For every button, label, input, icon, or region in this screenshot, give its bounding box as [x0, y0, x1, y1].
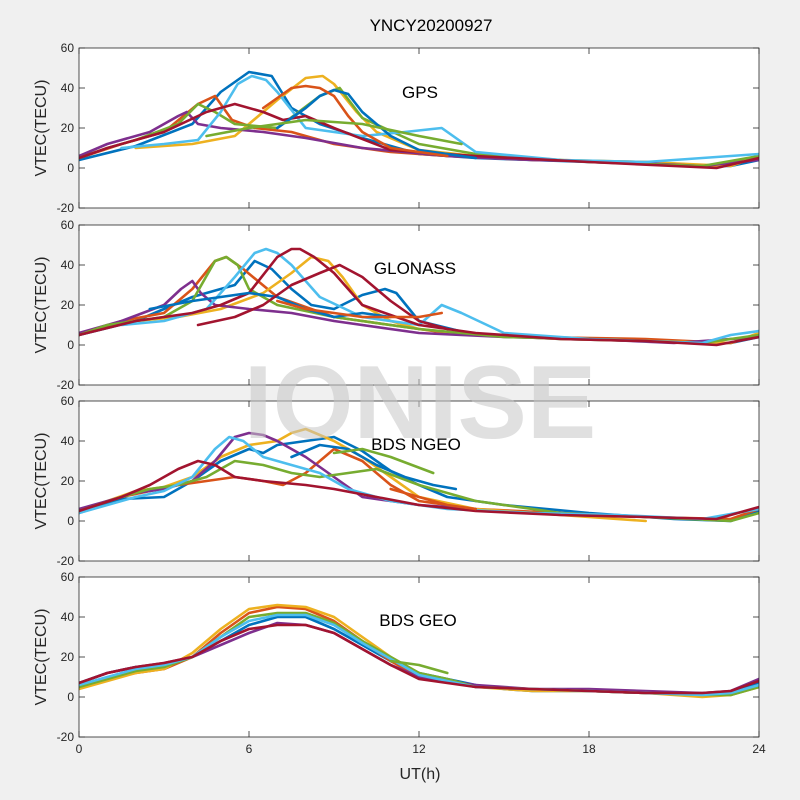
y-tick-label: 60: [61, 394, 75, 408]
series-line-8: [290, 443, 458, 491]
panel-label: GLONASS: [374, 259, 456, 278]
y-axis-label: VTEC(TECU): [33, 433, 50, 530]
y-tick-label: -20: [57, 378, 75, 392]
y-tick-label: 20: [61, 650, 75, 664]
series-line-7: [79, 102, 759, 170]
series-line-10: [275, 299, 444, 319]
y-tick-label: -20: [57, 554, 75, 568]
y-tick-label: 0: [67, 690, 74, 704]
y-tick-label: 60: [61, 218, 75, 232]
panel-label: BDS NGEO: [371, 435, 461, 454]
series-group: [79, 603, 759, 699]
plot-area: [79, 225, 759, 385]
y-tick-label: 0: [67, 338, 74, 352]
y-tick-label: -20: [57, 201, 75, 215]
y-tick-label: 40: [61, 434, 75, 448]
x-tick-label: 18: [582, 742, 596, 756]
panel-label: BDS GEO: [379, 611, 456, 630]
y-tick-label: -20: [57, 730, 75, 744]
series-line-10: [205, 118, 463, 146]
y-tick-label: 40: [61, 610, 75, 624]
y-axis-label: VTEC(TECU): [33, 257, 50, 354]
y-axis-label: VTEC(TECU): [33, 609, 50, 706]
series-group: [79, 70, 759, 170]
series-line-7: [79, 623, 759, 695]
series-group: [79, 427, 759, 523]
series-line-8: [148, 291, 393, 319]
y-tick-label: 0: [67, 514, 74, 528]
plot-area: [79, 48, 759, 208]
series-line-8: [275, 88, 478, 160]
plot-area: [79, 577, 759, 737]
x-tick-label: 0: [76, 742, 83, 756]
series-line-9: [389, 487, 478, 511]
x-tick-label: 24: [752, 742, 766, 756]
series-line-7: [79, 247, 759, 347]
series-line-7: [79, 459, 759, 521]
y-tick-label: 20: [61, 121, 75, 135]
watermark-text: IONISE: [244, 345, 597, 461]
series-line-9: [261, 84, 449, 158]
series-line-6: [79, 435, 759, 521]
series-line-9: [196, 263, 449, 331]
series-line-10: [332, 447, 435, 475]
x-tick-label: 6: [246, 742, 253, 756]
subplot-glonass: -20 0 20 40 60 VTEC(TECU) GLONASS: [33, 218, 760, 392]
subplot-bds-ngeo: -20 0 20 40 60 VTEC(TECU) BDS NGEO: [33, 394, 760, 568]
y-tick-label: 20: [61, 474, 75, 488]
series-group: [79, 247, 759, 347]
y-tick-label: 60: [61, 41, 75, 55]
series-line-3: [79, 427, 648, 523]
y-tick-label: 60: [61, 570, 75, 584]
y-tick-label: 40: [61, 258, 75, 272]
series-line-8: [389, 659, 449, 675]
y-tick-label: 20: [61, 298, 75, 312]
y-tick-label: 0: [67, 161, 74, 175]
panel-label: GPS: [402, 83, 438, 102]
series-line-6: [120, 74, 759, 164]
y-tick-label: 40: [61, 81, 75, 95]
y-axis-label: VTEC(TECU): [33, 80, 50, 177]
x-axis-label: UT(h): [400, 766, 441, 783]
x-tick-label: 12: [412, 742, 426, 756]
figure-title: YNCY20200927: [370, 16, 493, 35]
subplot-gps: -20 0 20 40 60 VTEC(TECU) GPS: [33, 41, 760, 215]
